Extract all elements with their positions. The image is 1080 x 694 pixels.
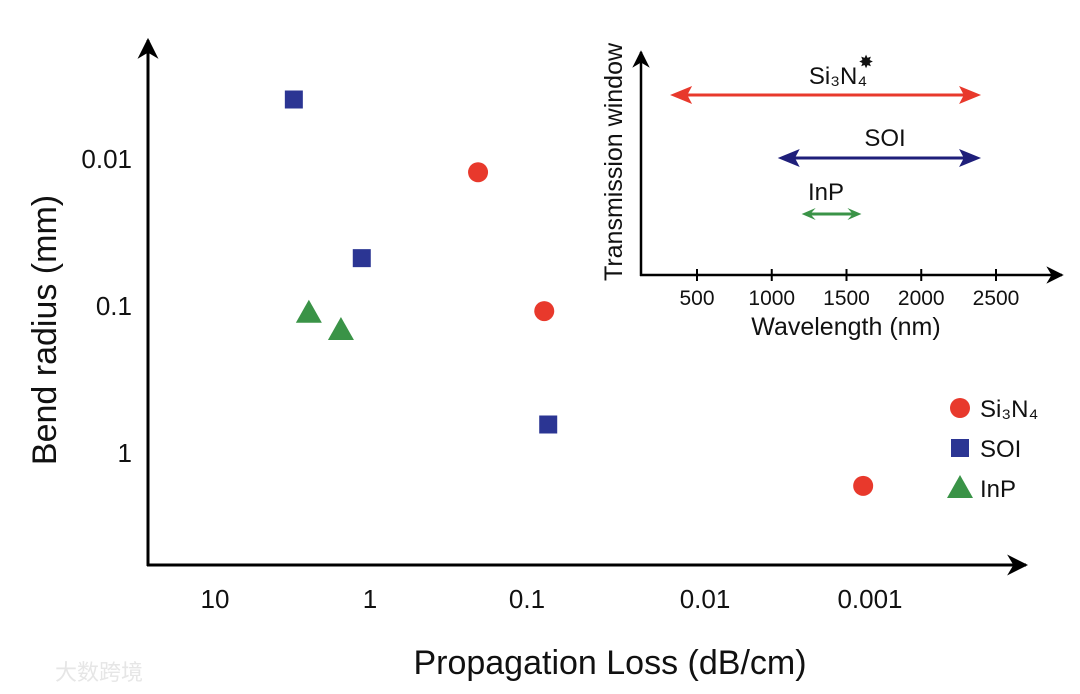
data-point-circle — [853, 475, 874, 496]
inset-x-tick-label: 2000 — [898, 287, 945, 310]
legend-marker-circle — [950, 398, 970, 418]
y-tick-label: 1 — [118, 438, 132, 468]
data-point-square — [352, 249, 371, 268]
data-point-circle — [534, 301, 555, 322]
inset-x-axis-label: Wavelength (nm) — [751, 313, 940, 341]
x-tick-label: 0.01 — [680, 584, 731, 614]
legend-label: SOI — [980, 436, 1021, 463]
inset-x-tick-label: 1000 — [748, 287, 795, 310]
inset-series-label: SOI — [864, 125, 905, 152]
y-tick-label: 0.1 — [96, 291, 132, 321]
legend-marker-triangle — [947, 475, 973, 498]
x-tick-label: 10 — [201, 584, 230, 614]
x-tick-label: 0.1 — [509, 584, 545, 614]
transmission-range-arrow — [801, 208, 862, 220]
inset-x-tick-label: 1500 — [823, 287, 870, 310]
inset-series-label: Si₃N₄ — [809, 63, 867, 90]
y-tick-label: 0.01 — [81, 144, 132, 174]
data-point-triangle — [295, 299, 322, 323]
x-tick-label: 1 — [363, 584, 377, 614]
transmission-range-arrow — [777, 149, 982, 167]
legend-label: Si₃N₄ — [980, 396, 1038, 423]
inset-y-axis-label: Transmission window — [600, 42, 628, 281]
x-tick-label: 0.001 — [837, 584, 902, 614]
data-point-triangle — [327, 317, 354, 341]
watermark: 大数跨境 — [55, 661, 143, 686]
legend-marker-square — [951, 439, 969, 457]
y-axis-label: Bend radius (mm) — [26, 195, 64, 465]
star-icon: ✸ — [858, 52, 873, 72]
transmission-range-arrow — [670, 86, 982, 104]
inset-x-tick-label: 2500 — [973, 287, 1020, 310]
legend-label: InP — [980, 476, 1016, 503]
inset-x-tick-label: 500 — [679, 287, 714, 310]
data-point-square — [539, 415, 558, 434]
x-axis-label: Propagation Loss (dB/cm) — [413, 644, 806, 682]
data-point-square — [284, 90, 303, 109]
data-point-circle — [468, 162, 489, 183]
inset-series-label: InP — [808, 179, 844, 206]
